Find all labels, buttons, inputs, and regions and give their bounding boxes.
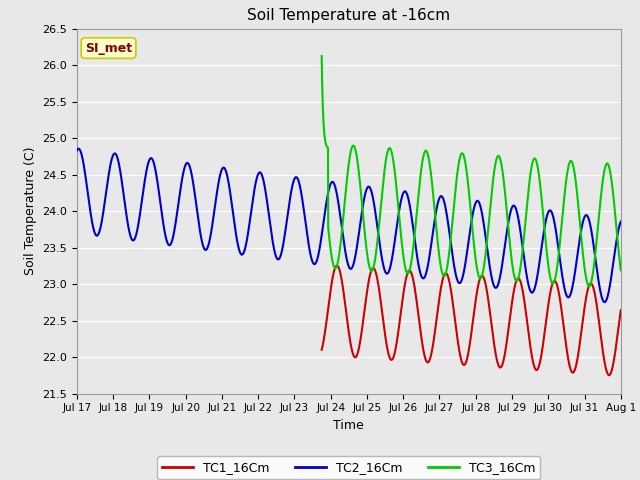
X-axis label: Time: Time	[333, 419, 364, 432]
Y-axis label: Soil Temperature (C): Soil Temperature (C)	[24, 147, 36, 276]
Text: SI_met: SI_met	[85, 42, 132, 55]
Title: Soil Temperature at -16cm: Soil Temperature at -16cm	[247, 9, 451, 24]
Legend: TC1_16Cm, TC2_16Cm, TC3_16Cm: TC1_16Cm, TC2_16Cm, TC3_16Cm	[157, 456, 540, 480]
